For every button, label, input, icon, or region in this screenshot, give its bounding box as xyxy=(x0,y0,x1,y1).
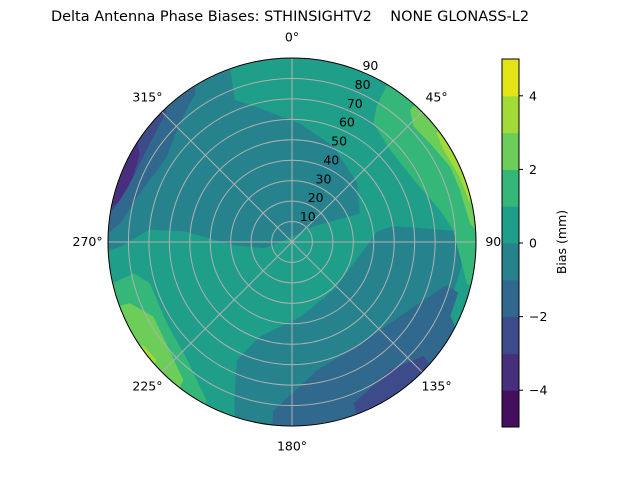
colorbar-band-0 xyxy=(502,390,519,428)
r-tick-label: 80 xyxy=(355,77,371,92)
axis-labels: 0°45°90°135°180°225°270°315°102030405060… xyxy=(73,30,508,454)
theta-tick-label: 315° xyxy=(132,89,162,104)
theta-tick-label: 180° xyxy=(277,438,307,453)
grid-spoke-1 xyxy=(291,111,423,243)
r-tick-label: 20 xyxy=(308,190,324,205)
r-tick-label: 30 xyxy=(316,171,332,186)
colorbar-tick-label: −2 xyxy=(529,309,547,324)
contour-region-2 xyxy=(271,284,461,426)
colorbar-band-8 xyxy=(502,95,519,134)
chart-title: Delta Antenna Phase Biases: STHINSIGHTV2… xyxy=(50,9,530,25)
theta-tick-label: 45° xyxy=(425,89,447,104)
grid-spoke-7 xyxy=(161,111,293,243)
colorbar-band-4 xyxy=(502,243,519,281)
r-tick-label: 50 xyxy=(331,134,347,149)
r-tick-label: 90 xyxy=(362,58,378,73)
contour-region-4 xyxy=(108,74,196,242)
polar-grid xyxy=(107,57,477,427)
colorbar-tick-label: −4 xyxy=(529,383,547,398)
r-tick-label: 60 xyxy=(339,115,355,130)
colorbar-band-9 xyxy=(502,59,519,97)
colorbar-tick-label: 4 xyxy=(529,88,537,103)
r-tick-label: 10 xyxy=(300,209,316,224)
r-tick-label: 70 xyxy=(347,96,363,111)
colorbar-label: Bias (mm) xyxy=(554,210,569,274)
colorbar-tick-label: 2 xyxy=(529,162,537,177)
polar-frame xyxy=(107,57,477,427)
grid-spoke-3 xyxy=(291,241,423,373)
contour-region-8 xyxy=(410,97,476,242)
colorbar-band-2 xyxy=(502,316,519,354)
colorbar-tick-label: 0 xyxy=(529,236,537,251)
colorbar-band-7 xyxy=(502,132,519,170)
colorbar: −4 −2 0 2 4 Bias (mm) xyxy=(501,58,569,428)
theta-tick-label: 0° xyxy=(285,30,299,45)
r-tick-label: 40 xyxy=(323,152,339,167)
theta-tick-label: 225° xyxy=(132,379,162,394)
contour-region-7 xyxy=(373,75,476,293)
grid-spoke-5 xyxy=(161,241,293,373)
colorbar-band-5 xyxy=(502,206,519,244)
colorbar-band-1 xyxy=(502,353,519,391)
colorbar-band-3 xyxy=(502,279,519,318)
theta-tick-label: 270° xyxy=(73,234,103,249)
theta-tick-label: 135° xyxy=(422,379,452,394)
colorbar-band-6 xyxy=(502,169,519,207)
